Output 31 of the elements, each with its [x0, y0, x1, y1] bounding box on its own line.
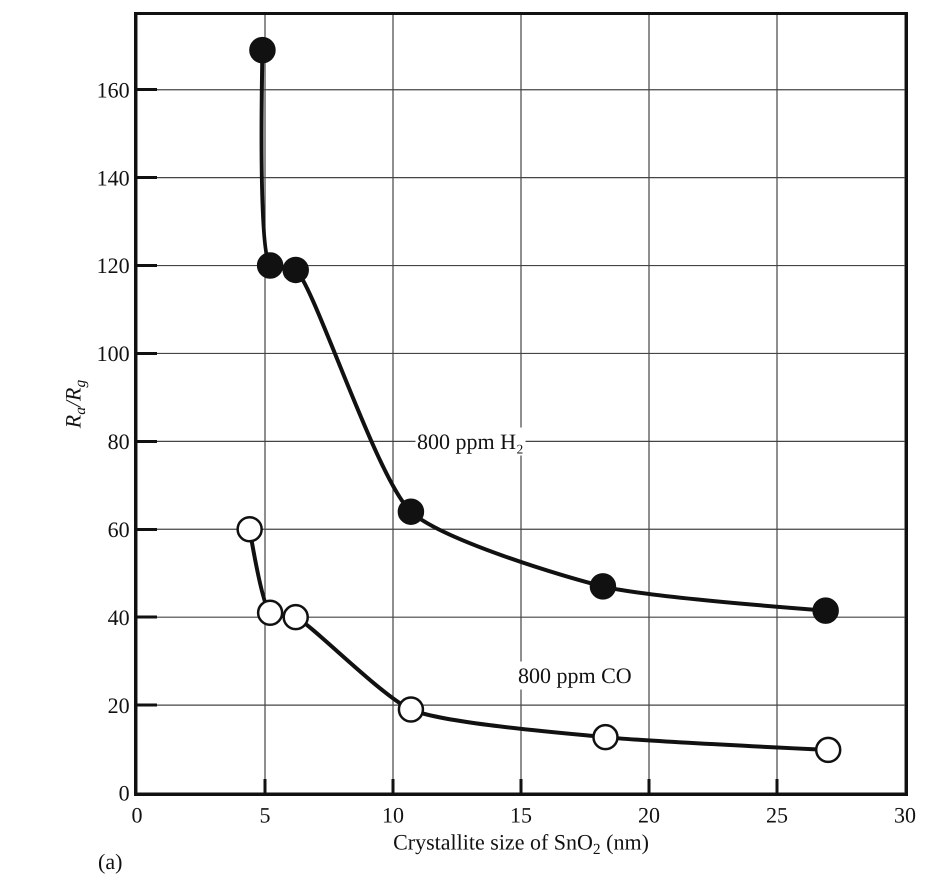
point — [236, 516, 263, 543]
y-tick-label: 120 — [96, 253, 130, 278]
x-tick-label: 20 — [638, 802, 660, 828]
y-tick-label: 20 — [108, 692, 130, 718]
y-tick-label: 160 — [96, 77, 130, 102]
y-tick-label: 80 — [108, 429, 130, 454]
y-tick-label: 0 — [118, 780, 130, 806]
point — [398, 696, 424, 723]
y-tick-label: 60 — [108, 516, 130, 542]
point — [256, 600, 284, 626]
point — [812, 597, 839, 624]
x-tick-label: 15 — [510, 802, 532, 828]
point — [592, 724, 619, 750]
point — [249, 36, 276, 64]
x-axis-title: Crystallite size of SnO$_{2}$ (nm) — [393, 829, 649, 858]
series-label: 800 ppm CO — [518, 663, 632, 688]
x-tick-label: 25 — [766, 802, 788, 828]
x-tick-label: 10 — [382, 802, 404, 828]
y-tick-label: 140 — [96, 165, 130, 190]
y-tick-label: 100 — [96, 341, 130, 366]
point — [256, 252, 284, 279]
point — [282, 256, 309, 284]
point — [398, 498, 424, 525]
point — [282, 604, 309, 630]
point — [590, 573, 616, 600]
text: (a) — [98, 849, 122, 874]
series-label: 800 ppm H₂ — [417, 429, 524, 454]
x-tick-label: 30 — [894, 802, 916, 828]
x-tick-label: 5 — [260, 802, 270, 828]
y-tick-label: 40 — [108, 604, 130, 630]
point — [814, 736, 842, 764]
